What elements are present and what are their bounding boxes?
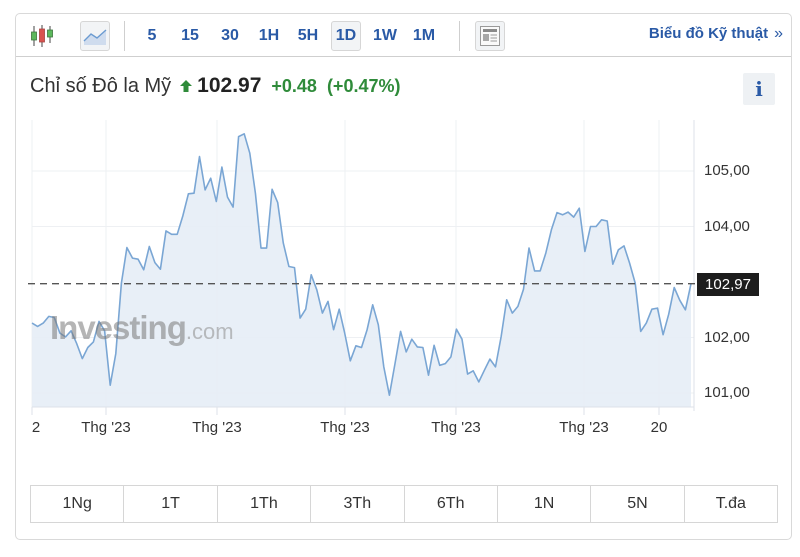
instrument-header: Chỉ số Đô la Mỹ 102.97 +0.48 (+0.47%) <box>30 74 400 102</box>
chart-toolbar: 5 15 30 1H 5H 1D 1W 1M Biểu đồ Kỹ thuật » <box>16 14 791 57</box>
up-arrow-icon <box>179 79 193 93</box>
instrument-name: Chỉ số Đô la Mỹ <box>30 75 172 97</box>
range-1-month[interactable]: 1Th <box>217 486 312 522</box>
info-button[interactable]: i <box>743 73 775 105</box>
interval-1m[interactable]: 1M <box>412 27 436 44</box>
toolbar-divider <box>459 21 460 51</box>
interval-5[interactable]: 5 <box>147 27 157 44</box>
technical-chart-link[interactable]: Biểu đồ Kỹ thuật » <box>649 25 783 43</box>
interval-1w[interactable]: 1W <box>373 27 397 44</box>
double-chevron-right-icon: » <box>774 25 783 42</box>
time-range-selector: 1Ng 1T 1Th 3Th 6Th 1N 5N T.đa <box>30 485 778 523</box>
candlestick-icon[interactable] <box>27 21 57 51</box>
range-max[interactable]: T.đa <box>684 486 777 522</box>
range-3-months[interactable]: 3Th <box>311 486 405 522</box>
interval-15[interactable]: 15 <box>181 27 199 44</box>
news-layout-icon[interactable] <box>475 21 505 51</box>
technical-chart-label: Biểu đồ Kỹ thuật <box>648 25 769 42</box>
range-1-day[interactable]: 1Ng <box>31 486 125 522</box>
interval-1d[interactable]: 1D <box>331 21 361 51</box>
area-chart-icon[interactable] <box>80 21 110 51</box>
range-1-year[interactable]: 1N <box>497 486 592 522</box>
interval-30[interactable]: 30 <box>221 27 239 44</box>
last-price: 102.97 <box>197 74 262 97</box>
interval-1h[interactable]: 1H <box>258 27 280 44</box>
range-5-years[interactable]: 5N <box>591 486 685 522</box>
toolbar-divider <box>124 21 125 51</box>
price-change-percent: (+0.47%) <box>326 76 401 96</box>
range-1-week[interactable]: 1T <box>124 486 218 522</box>
interval-5h[interactable]: 5H <box>297 27 319 44</box>
price-change: +0.48 <box>271 76 317 96</box>
range-6-months[interactable]: 6Th <box>404 486 498 522</box>
chart-widget: 5 15 30 1H 5H 1D 1W 1M Biểu đồ Kỹ thuật »… <box>15 13 792 540</box>
